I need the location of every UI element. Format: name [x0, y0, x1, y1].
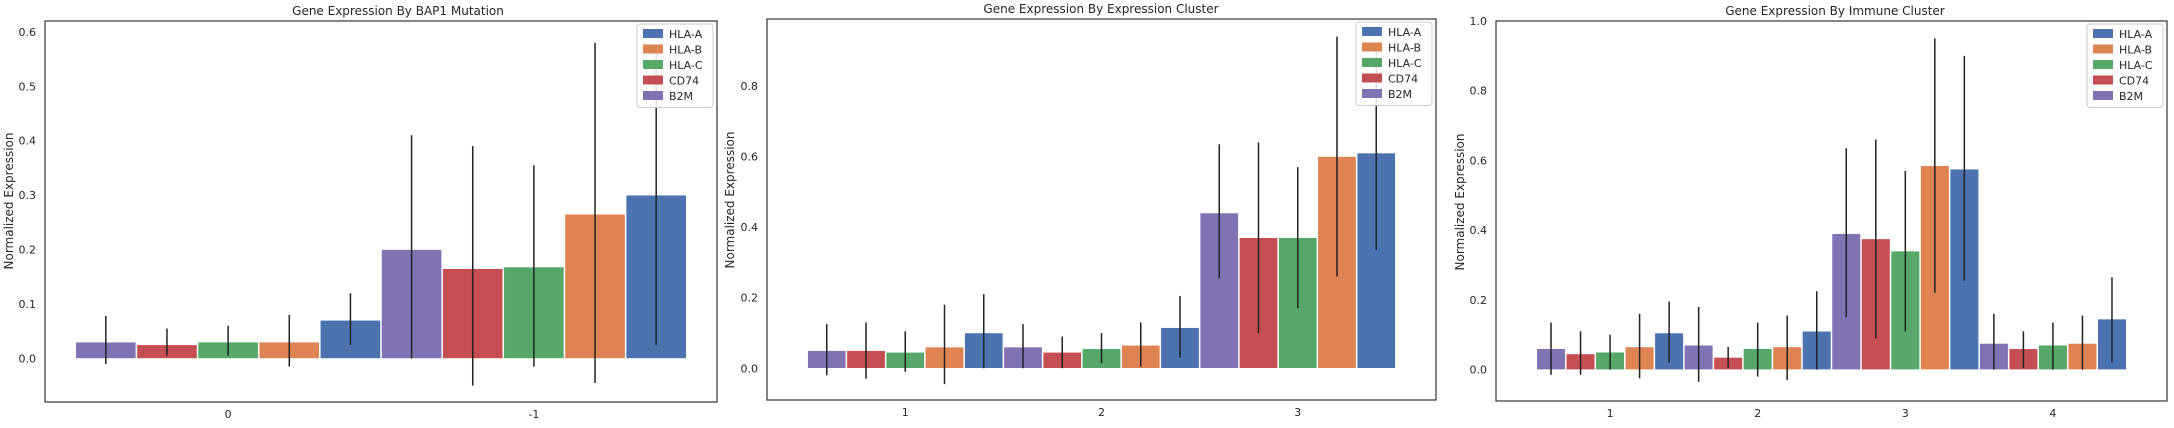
- legend-label: B2M: [669, 90, 693, 103]
- legend-label: CD74: [2119, 75, 2149, 88]
- plot-area: 1 2 3 0.0 0.2 0.4 0.6 0.8 HLA-A HLA-B HLA-C CD74 B2M: [741, 18, 1437, 419]
- legend-swatch-hla-b: [2093, 44, 2113, 54]
- y-tick-label: 0.4: [19, 135, 37, 148]
- chart-panel-expression-cluster: Gene Expression By Expression Cluster No…: [723, 2, 1437, 419]
- legend-swatch-cd74: [643, 75, 663, 85]
- legend-label: HLA-A: [1388, 26, 1422, 39]
- y-tick-label: 0.0: [19, 352, 37, 365]
- y-tick-label: 0.1: [19, 298, 37, 311]
- legend-swatch-hla-c: [643, 60, 663, 69]
- y-axis-label: Normalized Expression: [2, 132, 16, 269]
- legend-label: HLA-C: [2119, 59, 2153, 72]
- legend: HLA-A HLA-B HLA-C CD74 B2M: [636, 23, 714, 108]
- legend-label: B2M: [1388, 88, 1412, 101]
- legend-swatch-cd74: [1362, 73, 1382, 83]
- legend-swatch-cd74: [2093, 75, 2113, 85]
- axes-frame: [44, 20, 718, 403]
- legend-label: HLA-A: [2119, 28, 2153, 41]
- legend-label: HLA-B: [1388, 42, 1421, 55]
- legend-swatch-hla-a: [643, 29, 663, 38]
- x-tick-label: 4: [2049, 407, 2056, 420]
- x-tick-label: 2: [1098, 406, 1105, 419]
- y-tick-label: 0.2: [741, 292, 759, 305]
- y-tick-label: 0.2: [19, 244, 37, 257]
- axes-frame: [1495, 20, 2168, 402]
- plot-area: 1 2 3 4 0.0 0.2 0.4 0.6 0.8 1.0 HLA-A HLA-B HLA-C CD7…: [1470, 15, 2168, 420]
- legend-swatch-hla-a: [1362, 27, 1382, 36]
- legend-label: CD74: [1388, 73, 1418, 86]
- y-axis-label: Normalized Expression: [1453, 133, 1467, 270]
- y-tick-label: 0.3: [19, 189, 37, 202]
- chart-title: Gene Expression By Immune Cluster: [1725, 4, 1945, 18]
- legend-label: HLA-B: [2119, 44, 2152, 57]
- x-tick-label: 1: [1607, 407, 1614, 420]
- legend-swatch-hla-a: [2093, 29, 2113, 38]
- legend-label: CD74: [669, 75, 699, 88]
- legend: HLA-A HLA-B HLA-C CD74 B2M: [2086, 23, 2164, 108]
- y-tick-label: 1.0: [1470, 15, 1488, 28]
- y-tick-label: 0.6: [19, 26, 37, 39]
- legend-swatch-hla-c: [1362, 58, 1382, 67]
- y-tick-label: 0.5: [19, 80, 37, 93]
- y-tick-label: 0.4: [1470, 224, 1488, 237]
- legend-label: HLA-A: [669, 28, 703, 41]
- legend-swatch-b2m: [2093, 91, 2113, 100]
- x-tick-label: 0: [225, 408, 232, 421]
- y-tick-label: 0.6: [741, 151, 759, 164]
- legend-swatch-b2m: [1362, 89, 1382, 98]
- legend-swatch-hla-c: [2093, 60, 2113, 69]
- y-tick-label: 0.8: [741, 80, 759, 93]
- legend-label: HLA-B: [669, 44, 702, 57]
- chart-panel-bap1: Gene Expression By BAP1 Mutation Normali…: [2, 4, 718, 421]
- legend-label: B2M: [2119, 90, 2143, 103]
- x-tick-label: 3: [1902, 407, 1909, 420]
- legend-swatch-b2m: [643, 91, 663, 100]
- x-tick-label: -1: [528, 408, 539, 421]
- axes-frame: [766, 18, 1437, 401]
- legend-label: HLA-C: [1388, 57, 1422, 70]
- legend: HLA-A HLA-B HLA-C CD74 B2M: [1355, 21, 1433, 106]
- y-tick-label: 0.2: [1470, 294, 1488, 307]
- chart-title: Gene Expression By Expression Cluster: [983, 2, 1218, 16]
- y-tick-label: 0.0: [741, 362, 759, 375]
- y-tick-label: 0.4: [741, 221, 759, 234]
- y-tick-label: 0.8: [1470, 85, 1488, 98]
- x-tick-label: 2: [1754, 407, 1761, 420]
- x-tick-label: 1: [902, 406, 909, 419]
- chart-title: Gene Expression By BAP1 Mutation: [292, 4, 504, 18]
- plot-area: 0 -1 0.0 0.1 0.2 0.3 0.4 0.5 0.6 HLA-A HLA-B HLA-C C…: [19, 20, 718, 421]
- legend-swatch-hla-b: [1362, 42, 1382, 52]
- y-tick-label: 0.0: [1470, 364, 1488, 377]
- legend-label: HLA-C: [669, 59, 703, 72]
- y-axis-label: Normalized Expression: [723, 131, 737, 268]
- legend-swatch-hla-b: [643, 44, 663, 54]
- chart-panel-immune-cluster: Gene Expression By Immune Cluster Normal…: [1453, 4, 2168, 420]
- x-tick-label: 3: [1294, 406, 1301, 419]
- y-tick-label: 0.6: [1470, 154, 1488, 167]
